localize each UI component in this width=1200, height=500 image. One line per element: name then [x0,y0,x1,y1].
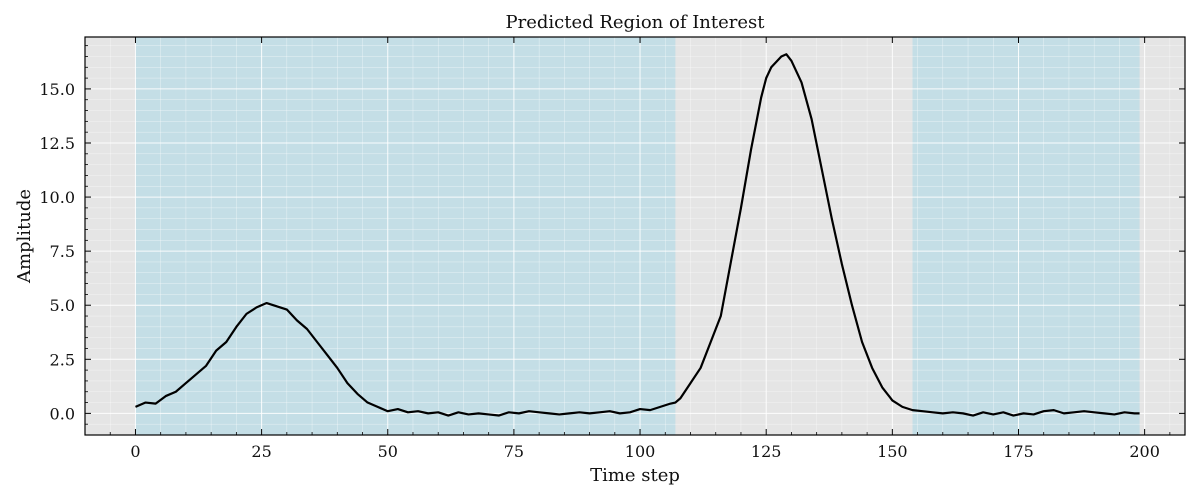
x-tick-label: 50 [378,442,398,461]
y-tick-label: 5.0 [50,296,75,315]
x-tick-label: 0 [130,442,140,461]
predicted-region-2 [913,37,1140,435]
regions-layer [135,37,1139,435]
x-tick-label: 175 [1003,442,1034,461]
x-tick-label: 150 [877,442,908,461]
y-tick-label: 7.5 [50,242,75,261]
y-tick-label: 10.0 [39,188,75,207]
y-tick-label: 12.5 [39,134,75,153]
y-tick-label: 0.0 [50,404,75,423]
y-axis-label: Amplitude [14,189,35,284]
x-tick-label: 125 [751,442,782,461]
chart-title: Predicted Region of Interest [505,12,765,33]
x-tick-label: 75 [504,442,524,461]
y-tick-label: 15.0 [39,80,75,99]
y-tick-label: 2.5 [50,350,75,369]
x-tick-label: 25 [251,442,271,461]
x-tick-label: 200 [1129,442,1160,461]
predicted-region-1 [135,37,675,435]
x-axis-label: Time step [590,465,680,486]
x-tick-label: 100 [625,442,656,461]
